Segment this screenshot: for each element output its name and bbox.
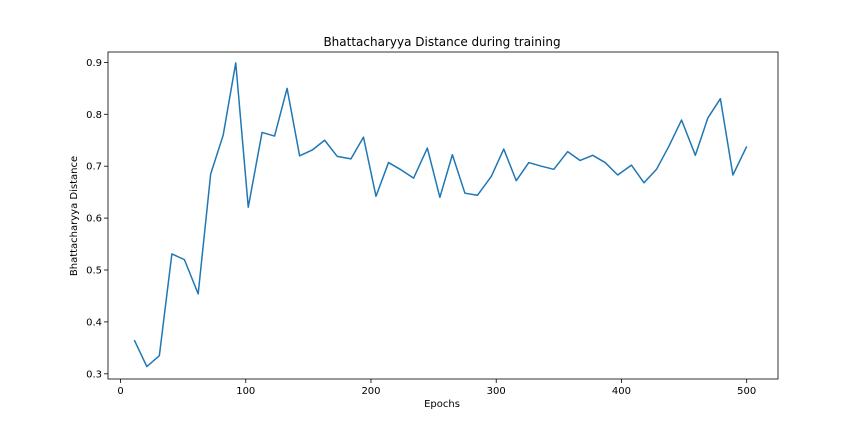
x-tick-label: 300: [487, 386, 506, 397]
y-tick-label: 0.3: [86, 369, 102, 380]
x-tick-label: 200: [361, 386, 380, 397]
x-axis: 0 100 200 300 400 500: [117, 379, 756, 397]
chart-title: Bhattacharyya Distance during training: [323, 35, 560, 49]
plot-area: [107, 51, 779, 380]
y-tick-label: 0.9: [86, 58, 102, 69]
y-axis: 0.3 0.4 0.5 0.6 0.7 0.8 0.9: [86, 58, 108, 380]
plot-frame: [107, 51, 779, 380]
series-line-0: [133, 62, 748, 368]
y-tick-label: 0.7: [86, 162, 102, 173]
x-tick-label: 0: [117, 386, 123, 397]
y-axis-label: Bhattacharyya Distance: [69, 156, 80, 276]
y-tick-label: 0.8: [86, 110, 102, 121]
y-tick-label: 0.6: [86, 214, 102, 225]
y-tick-label: 0.4: [86, 317, 102, 328]
x-tick-label: 500: [737, 386, 756, 397]
x-tick-label: 400: [612, 386, 631, 397]
y-tick-label: 0.5: [86, 266, 102, 277]
x-axis-label: Epochs: [424, 399, 460, 410]
x-tick-label: 100: [236, 386, 255, 397]
